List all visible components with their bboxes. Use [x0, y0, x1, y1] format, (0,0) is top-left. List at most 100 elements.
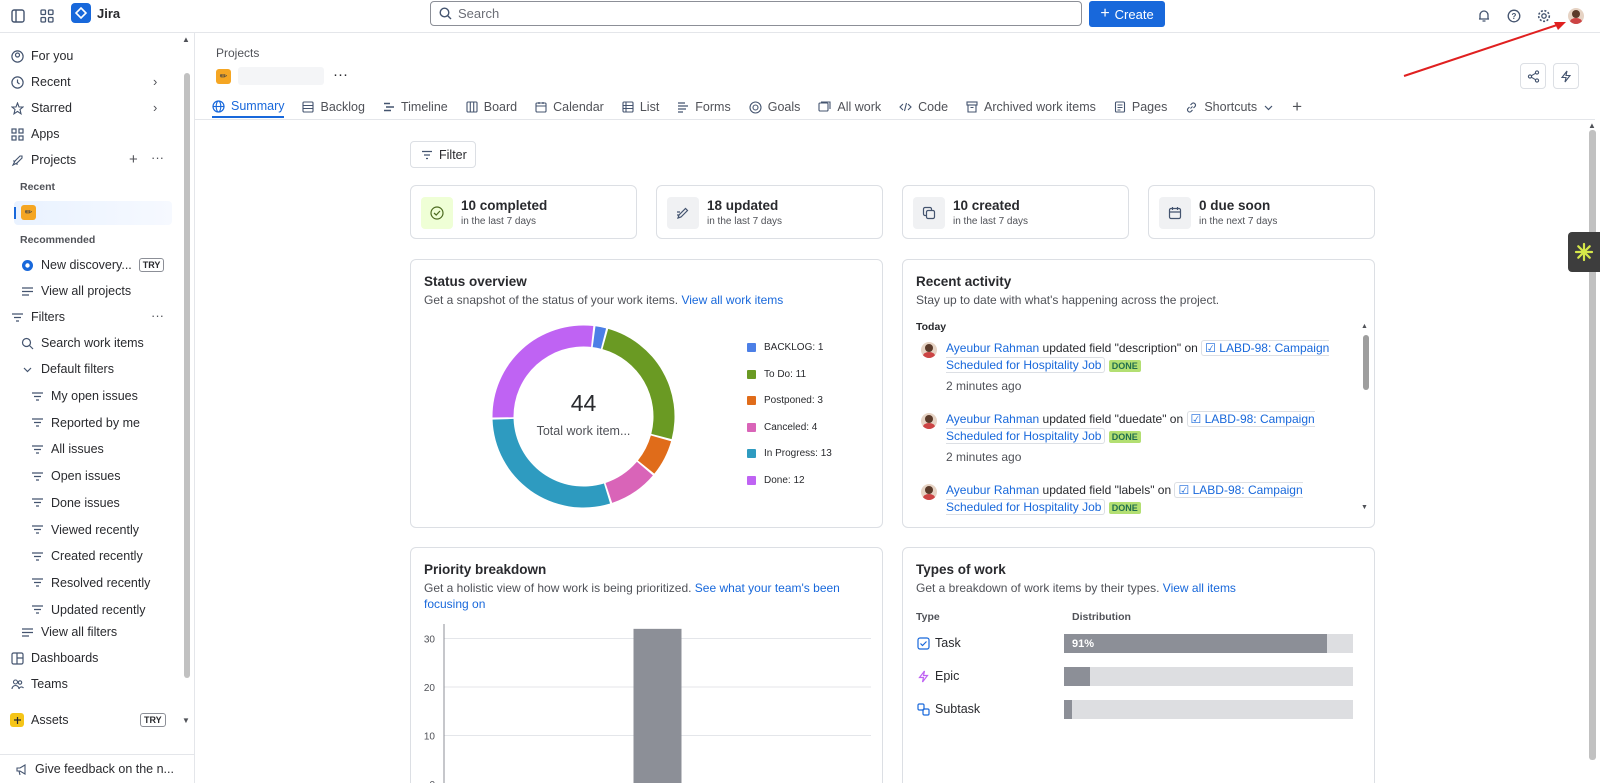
more-icon[interactable]: ···	[151, 150, 164, 165]
scroll-up-icon[interactable]: ▲	[1588, 121, 1596, 130]
legend-item[interactable]: Done: 12	[747, 475, 805, 486]
tab-all-work[interactable]: All work	[818, 96, 881, 118]
add-tab-button[interactable]: +	[1292, 96, 1302, 118]
type-label[interactable]: Task	[917, 636, 961, 650]
feedback-bar[interactable]: Give feedback on the n...	[0, 754, 195, 783]
user-link[interactable]: Ayeubur Rahman	[946, 483, 1040, 497]
sidebar-item-new-discovery[interactable]: New discovery... TRY	[20, 254, 165, 276]
priority-bar[interactable]	[633, 628, 682, 783]
view-all-work-items-link[interactable]: View all work items	[681, 293, 784, 307]
sidebar-item-starred[interactable]: Starred	[10, 97, 72, 119]
tab-archived-work-items[interactable]: Archived work items	[966, 96, 1096, 118]
stat-card-completed[interactable]: 10 completed in the last 7 days	[410, 185, 637, 239]
issue-link[interactable]: ☑ LABD-98: Campaign Scheduled for Hospit…	[946, 340, 1330, 373]
donut-slice[interactable]	[492, 418, 611, 508]
sidebar-item-search-work-items[interactable]: Search work items	[20, 332, 144, 354]
scroll-up-icon[interactable]: ▲	[182, 35, 190, 44]
tab-summary[interactable]: Summary	[212, 96, 285, 118]
scroll-up-icon[interactable]: ▲	[1361, 323, 1368, 330]
sidebar-item-filter[interactable]: Viewed recently	[30, 519, 139, 541]
sidebar-item-filters[interactable]: Filters	[10, 306, 65, 328]
app-switcher-icon[interactable]	[37, 6, 57, 26]
sidebar-item-apps[interactable]: Apps	[10, 123, 60, 145]
filter-button[interactable]: Filter	[410, 141, 476, 168]
donut-slice[interactable]	[592, 326, 607, 349]
sidebar-item-filter[interactable]: Reported by me	[30, 412, 140, 434]
sidebar-scrollbar[interactable]	[184, 73, 190, 678]
tab-calendar[interactable]: Calendar	[535, 96, 604, 118]
sidebar-item-filter[interactable]: My open issues	[30, 385, 138, 407]
stat-card-updated[interactable]: 18 updated in the last 7 days	[656, 185, 883, 239]
issue-link[interactable]: ☑ LABD-98: Campaign Scheduled for Hospit…	[946, 482, 1303, 515]
sidebar-item-filter[interactable]: Open issues	[30, 465, 120, 487]
distribution-bar[interactable]	[1064, 700, 1353, 719]
sidebar-item-filter[interactable]: Updated recently	[30, 599, 146, 621]
automation-lightning-icon[interactable]	[1553, 63, 1579, 89]
sidebar-item-filter[interactable]: Resolved recently	[30, 572, 150, 594]
stat-card-created[interactable]: 10 created in the last 7 days	[902, 185, 1129, 239]
sidebar-item-projects[interactable]: Projects	[10, 149, 76, 171]
tab-goals[interactable]: Goals	[749, 96, 800, 118]
side-widget-button[interactable]	[1568, 232, 1600, 272]
user-avatar[interactable]	[1566, 6, 1586, 26]
legend-item[interactable]: To Do: 11	[747, 369, 806, 380]
donut-slice[interactable]	[637, 435, 672, 474]
tab-board[interactable]: Board	[466, 96, 517, 118]
legend-item[interactable]: In Progress: 13	[747, 448, 832, 459]
sidebar-item-view-all-projects[interactable]: View all projects	[20, 280, 131, 302]
sidebar-item-assets[interactable]: Assets	[10, 709, 69, 731]
add-project-icon[interactable]: +	[129, 151, 138, 168]
tab-backlog[interactable]: Backlog	[302, 96, 365, 118]
help-icon[interactable]: ?	[1504, 6, 1524, 26]
tab-code[interactable]: Code	[899, 96, 948, 118]
focus-link[interactable]: See what your team's been focusing on	[424, 581, 840, 611]
tab-timeline[interactable]: Timeline	[383, 96, 448, 118]
sidebar-item-filter[interactable]: Created recently	[30, 545, 143, 567]
donut-slice[interactable]	[605, 461, 653, 503]
create-button[interactable]: + Create	[1089, 1, 1165, 27]
distribution-bar[interactable]: 91%	[1064, 634, 1353, 653]
donut-slice[interactable]	[602, 328, 675, 440]
sidebar-toggle-icon[interactable]	[8, 6, 28, 26]
view-all-items-link[interactable]: View all items	[1162, 581, 1236, 595]
stat-card-due-soon[interactable]: 0 due soon in the next 7 days	[1148, 185, 1375, 239]
chevron-right-icon[interactable]: ›	[153, 74, 158, 89]
sidebar-item-dashboards[interactable]: Dashboards	[10, 647, 98, 669]
legend-item[interactable]: BACKLOG: 1	[747, 342, 823, 353]
donut-slice[interactable]	[492, 325, 594, 418]
sidebar-item-filter[interactable]: All issues	[30, 438, 104, 460]
user-link[interactable]: Ayeubur Rahman	[946, 412, 1040, 426]
search-input[interactable]	[458, 6, 1058, 21]
search-box[interactable]	[430, 1, 1082, 26]
jira-logo[interactable]: Jira	[71, 3, 120, 23]
sidebar-item-for-you[interactable]: For you	[10, 45, 73, 67]
sidebar-item-recent-project[interactable]: ✏	[14, 201, 172, 225]
distribution-bar[interactable]	[1064, 667, 1353, 686]
main-scrollbar[interactable]	[1589, 130, 1596, 760]
sidebar-item-default-filters[interactable]: Default filters	[20, 358, 114, 380]
breadcrumb[interactable]: Projects	[216, 46, 260, 60]
type-label[interactable]: Subtask	[917, 702, 980, 716]
more-icon[interactable]: ···	[151, 308, 164, 323]
tab-list[interactable]: List	[622, 96, 659, 118]
sidebar-item-recent[interactable]: Recent	[10, 71, 71, 93]
give-feedback-link[interactable]: Give feedback on the n...	[14, 758, 174, 780]
legend-item[interactable]: Canceled: 4	[747, 422, 817, 433]
scroll-down-icon[interactable]: ▼	[1361, 504, 1368, 511]
chevron-right-icon[interactable]: ›	[153, 100, 158, 115]
sidebar-item-teams[interactable]: Teams	[10, 673, 68, 695]
share-icon[interactable]	[1520, 63, 1546, 89]
tab-shortcuts[interactable]: Shortcuts	[1185, 96, 1274, 118]
user-link[interactable]: Ayeubur Rahman	[946, 341, 1040, 355]
type-label[interactable]: Epic	[917, 669, 959, 683]
activity-scrollbar[interactable]	[1363, 335, 1369, 390]
legend-item[interactable]: Postponed: 3	[747, 395, 823, 406]
notifications-icon[interactable]	[1474, 6, 1494, 26]
tab-forms[interactable]: Forms	[677, 96, 731, 118]
settings-gear-icon[interactable]	[1534, 6, 1554, 26]
scroll-down-icon[interactable]: ▼	[182, 716, 190, 725]
project-more-icon[interactable]: ···	[333, 66, 348, 83]
sidebar-item-view-all-filters[interactable]: View all filters	[20, 621, 117, 643]
tab-pages[interactable]: Pages	[1114, 96, 1167, 118]
issue-link[interactable]: ☑ LABD-98: Campaign Scheduled for Hospit…	[946, 411, 1315, 444]
